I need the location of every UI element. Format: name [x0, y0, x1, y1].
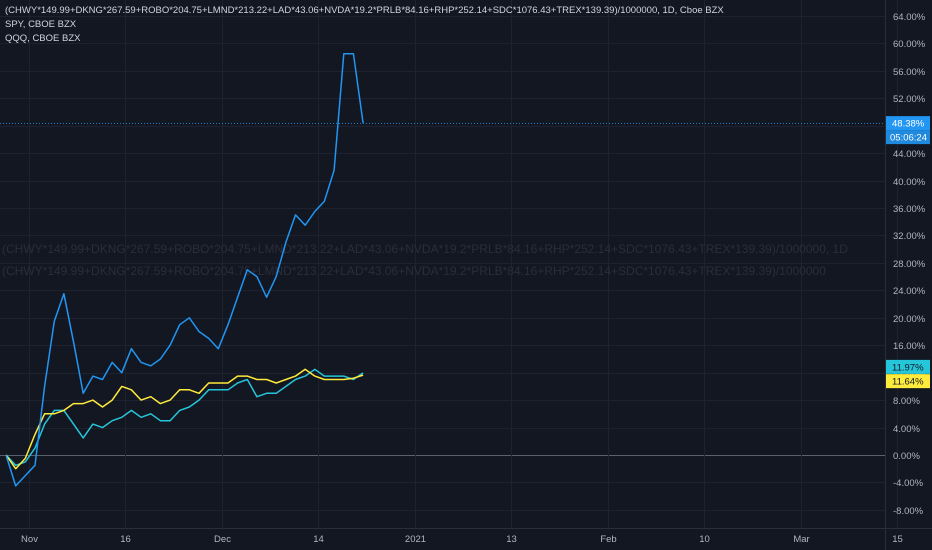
- x-tick-label: 13: [506, 534, 517, 545]
- price-label-sub-bg: [886, 130, 930, 145]
- series-line-qqq[interactable]: [5, 368, 364, 470]
- watermark: (CHWY*149.99+DKNG*267.59+ROBO*204.75+LMN…: [2, 242, 848, 278]
- series: [5, 52, 364, 487]
- legend-spy-series[interactable]: SPY, CBOE BZX: [5, 19, 77, 30]
- y-tick-label: 20.00%: [893, 314, 926, 325]
- legend-main-series[interactable]: (CHWY*149.99+DKNG*267.59+ROBO*204.75+LMN…: [5, 5, 724, 16]
- y-tick-label: 8.00%: [893, 396, 920, 407]
- time-axis[interactable]: Nov 16 Dec 14 2021 13 Feb 10 Mar 15: [21, 534, 903, 545]
- y-tick-label: 24.00%: [893, 286, 926, 297]
- series-line-portfolio[interactable]: [5, 52, 364, 487]
- series-line-spy[interactable]: [5, 368, 364, 467]
- y-tick-label: -8.00%: [893, 506, 924, 517]
- x-tick-label: Nov: [21, 534, 38, 545]
- x-tick-label: 14: [313, 534, 324, 545]
- y-tick-label: 40.00%: [893, 177, 926, 188]
- x-tick-label: 16: [120, 534, 131, 545]
- countdown-label: 05:06:24: [890, 133, 927, 144]
- y-tick-label: 60.00%: [893, 39, 926, 50]
- y-tick-label: 4.00%: [893, 424, 920, 435]
- legend-qqq-series[interactable]: QQQ, CBOE BZX: [5, 33, 81, 44]
- price-label-spy: 11.97%: [892, 362, 924, 373]
- x-tick-label: Mar: [793, 534, 809, 545]
- x-tick-label: Feb: [600, 534, 616, 545]
- y-tick-label: 16.00%: [893, 341, 926, 352]
- price-label-bg-qqq: [886, 374, 930, 389]
- price-label-portfolio: 48.38%: [892, 119, 925, 130]
- watermark-line-2: (CHWY*149.99+DKNG*267.59+ROBO*204.75+LMN…: [2, 264, 826, 278]
- y-tick-label: 56.00%: [893, 67, 926, 78]
- y-tick-label: 32.00%: [893, 231, 926, 242]
- price-label-bg-portfolio: [886, 116, 930, 131]
- x-tick-label: Dec: [214, 534, 231, 545]
- legend: (CHWY*149.99+DKNG*267.59+ROBO*204.75+LMN…: [5, 4, 724, 46]
- price-axis[interactable]: 64.00%60.00%56.00%52.00%48.00%44.00%40.0…: [893, 12, 926, 517]
- price-label-qqq: 11.64%: [892, 377, 924, 388]
- y-tick-label: -4.00%: [893, 478, 924, 489]
- y-tick-label: 0.00%: [893, 451, 920, 462]
- y-tick-label: 28.00%: [893, 259, 926, 270]
- y-tick-label: 52.00%: [893, 94, 926, 105]
- x-tick-label: 10: [699, 534, 710, 545]
- watermark-line-1: (CHWY*149.99+DKNG*267.59+ROBO*204.75+LMN…: [2, 242, 848, 256]
- x-tick-label: 15: [892, 534, 903, 545]
- x-tick-label: 2021: [405, 534, 426, 545]
- price-label-bg-spy: [886, 359, 930, 374]
- grid: [0, 0, 898, 528]
- price-labels: 48.38% 05:06:24 11.97% 11.64%: [886, 116, 930, 389]
- y-tick-label: 44.00%: [893, 149, 926, 160]
- y-tick-label: 64.00%: [893, 12, 926, 23]
- y-tick-label: 36.00%: [893, 204, 926, 215]
